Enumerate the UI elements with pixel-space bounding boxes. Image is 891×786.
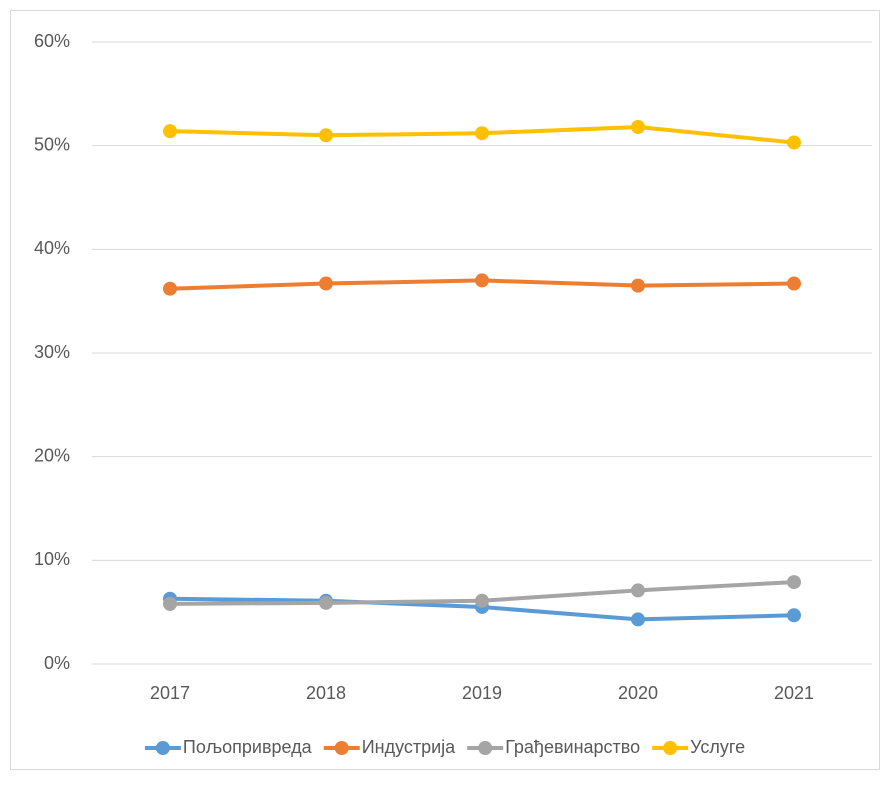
y-tick-label: 10%	[34, 549, 70, 569]
x-tick-label: 2019	[462, 683, 502, 703]
data-point	[319, 128, 333, 143]
legend-marker	[155, 741, 170, 755]
legend-label: Услуге	[690, 737, 745, 757]
x-tick-label: 2021	[774, 683, 814, 703]
data-point	[163, 596, 177, 611]
data-point	[787, 276, 801, 291]
data-point	[631, 612, 645, 627]
data-point	[631, 278, 645, 293]
data-point	[631, 583, 645, 598]
y-tick-label: 0%	[44, 653, 70, 673]
data-point	[163, 124, 177, 139]
x-tick-label: 2017	[150, 683, 190, 703]
legend-label: Грађевинарство	[505, 737, 640, 757]
data-point	[475, 126, 489, 141]
y-tick-label: 20%	[34, 445, 70, 465]
data-point	[319, 276, 333, 291]
data-point	[475, 273, 489, 288]
legend-marker	[334, 741, 349, 755]
data-point	[319, 595, 333, 610]
data-point	[163, 281, 177, 296]
x-tick-label: 2018	[306, 683, 346, 703]
legend-marker	[663, 741, 678, 755]
y-tick-label: 40%	[34, 238, 70, 258]
x-tick-label: 2020	[618, 683, 658, 703]
data-point	[475, 593, 489, 608]
data-point	[787, 608, 801, 623]
y-tick-label: 30%	[34, 342, 70, 362]
y-tick-label: 50%	[34, 134, 70, 154]
legend-label: Пољопривреда	[183, 737, 313, 757]
data-point	[787, 135, 801, 150]
data-point	[631, 120, 645, 135]
legend-label: Индустрија	[362, 737, 456, 757]
data-point	[787, 575, 801, 590]
chart-border	[10, 10, 880, 770]
legend-marker	[478, 741, 493, 755]
y-tick-label: 60%	[34, 31, 70, 51]
